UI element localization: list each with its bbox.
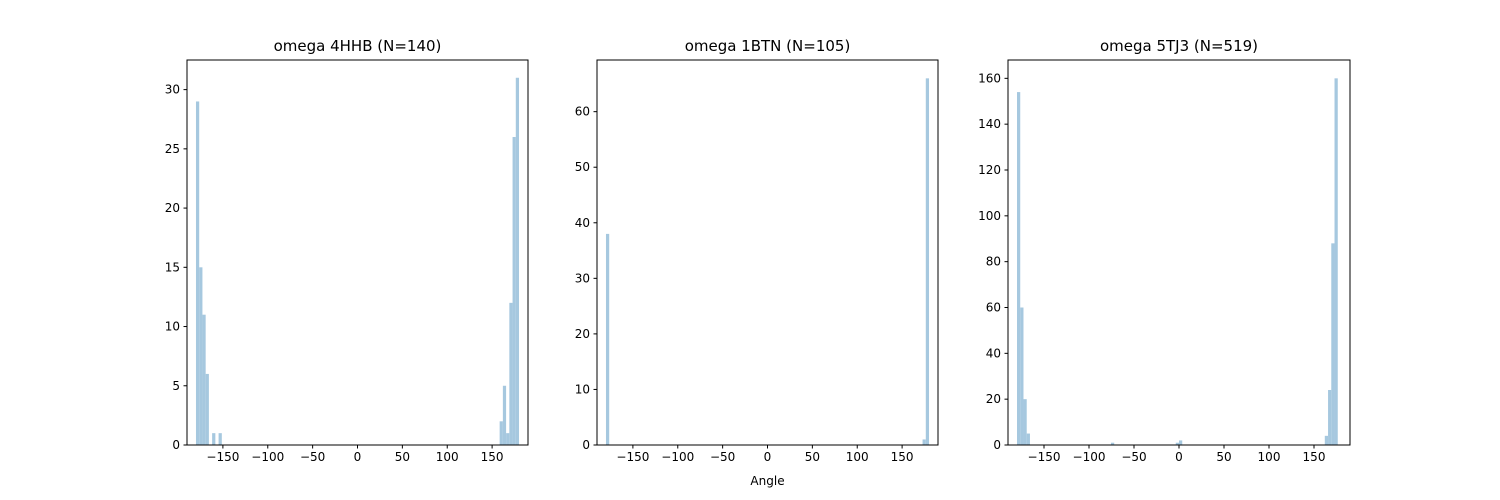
x-tick-label: 100 [1258,450,1281,464]
histogram-bar [1179,440,1183,445]
histogram-bar [922,439,926,445]
histogram-bar [205,373,209,445]
histogram-bar [1020,307,1024,445]
y-tick-label: 20 [575,327,590,341]
y-tick-label: 100 [978,209,1001,223]
histogram-bar [202,314,206,445]
y-tick-label: 60 [986,301,1001,315]
plot-title-5tj3: omega 5TJ3 (N=519) [1100,37,1258,55]
bars-4hhb [195,77,520,446]
histogram-bar [515,77,520,446]
y-tick-label: 10 [575,382,590,396]
x-tick-label: 50 [805,450,820,464]
x-tick-label: −100 [251,450,284,464]
ticks-5tj3: −150 −100 −50 0 50 100 150 0 20 40 60 80 100 120 140 16… [978,71,1325,464]
x-tick-label: 100 [436,450,459,464]
y-tick-label: 140 [978,117,1001,131]
histogram-bar [509,302,513,445]
x-tick-label: 50 [1216,450,1231,464]
histogram-bar [1110,442,1115,445]
bars-1btn [605,78,930,445]
ticks-4hhb: −150 −100 −50 0 50 100 150 0 5 10 15 20 25 30 [165,83,504,464]
histogram-bar [605,233,610,445]
plot-title-4hhb: omega 4HHB (N=140) [274,37,442,55]
x-tick-label: −150 [206,450,239,464]
subplot-4hhb: −150 −100 −50 0 50 100 150 0 5 10 15 20 25 30 omega 4… [165,37,529,464]
histogram-bar [195,101,200,445]
x-tick-label: 150 [1303,450,1326,464]
histogram-bar [512,137,516,445]
subplot-5tj3: −150 −100 −50 0 50 100 150 0 20 40 60 80 100 120 140 16… [978,37,1351,464]
histogram-bar [212,433,216,445]
y-tick-label: 40 [575,216,590,230]
x-tick-label: 50 [395,450,410,464]
y-tick-label: 5 [172,379,180,393]
y-tick-label: 80 [986,255,1001,269]
histogram-bar [1026,433,1030,445]
y-tick-label: 0 [582,438,590,452]
histogram-bar [1324,435,1329,445]
y-tick-label: 40 [986,346,1001,360]
x-tick-label: 0 [354,450,362,464]
x-tick-label: −100 [1073,450,1106,464]
y-tick-label: 60 [575,105,590,119]
x-tick-label: 150 [891,450,914,464]
y-tick-label: 30 [575,271,590,285]
histogram-bar [499,421,503,445]
axes-frame-4hhb [186,59,529,446]
plot-title-1btn: omega 1BTN (N=105) [685,37,851,55]
y-tick-label: 15 [165,260,180,274]
x-tick-label: −150 [1028,450,1061,464]
x-axis-label-1btn: Angle [750,474,784,488]
y-tick-label: 25 [165,142,180,156]
histogram-bar [218,433,222,445]
axes-frame-1btn [596,59,939,446]
x-tick-label: 100 [846,450,869,464]
x-tick-label: −150 [616,450,649,464]
histogram-bar [1175,442,1179,445]
x-tick-label: −100 [661,450,694,464]
bars-5tj3 [1017,78,1338,445]
x-tick-label: 0 [1175,450,1183,464]
x-tick-label: −50 [710,450,735,464]
y-tick-label: 0 [172,438,180,452]
x-tick-label: 150 [481,450,504,464]
y-tick-label: 20 [165,201,180,215]
x-tick-label: 0 [764,450,772,464]
histogram-bar [502,385,507,445]
histogram-bar [199,267,203,445]
subplot-1btn: −150 −100 −50 0 50 100 150 0 10 20 30 40 50 60 omega … [575,37,939,488]
histogram-bar [1331,243,1335,445]
histogram-bar [1023,399,1027,445]
y-tick-label: 0 [993,438,1001,452]
histogram-bar [506,433,510,445]
histogram-bar [1334,78,1338,445]
histogram-bar [925,78,930,445]
y-tick-label: 30 [165,83,180,97]
y-tick-label: 160 [978,71,1001,85]
histogram-bar [1017,92,1021,445]
x-tick-label: −50 [1121,450,1146,464]
axes-frame-5tj3 [1007,59,1351,446]
y-tick-label: 20 [986,392,1001,406]
y-tick-label: 120 [978,163,1001,177]
y-tick-label: 10 [165,320,180,334]
histogram-bar [1328,390,1332,445]
y-tick-label: 50 [575,160,590,174]
ticks-1btn: −150 −100 −50 0 50 100 150 0 10 20 30 40 50 60 [575,105,914,464]
x-tick-label: −50 [300,450,325,464]
